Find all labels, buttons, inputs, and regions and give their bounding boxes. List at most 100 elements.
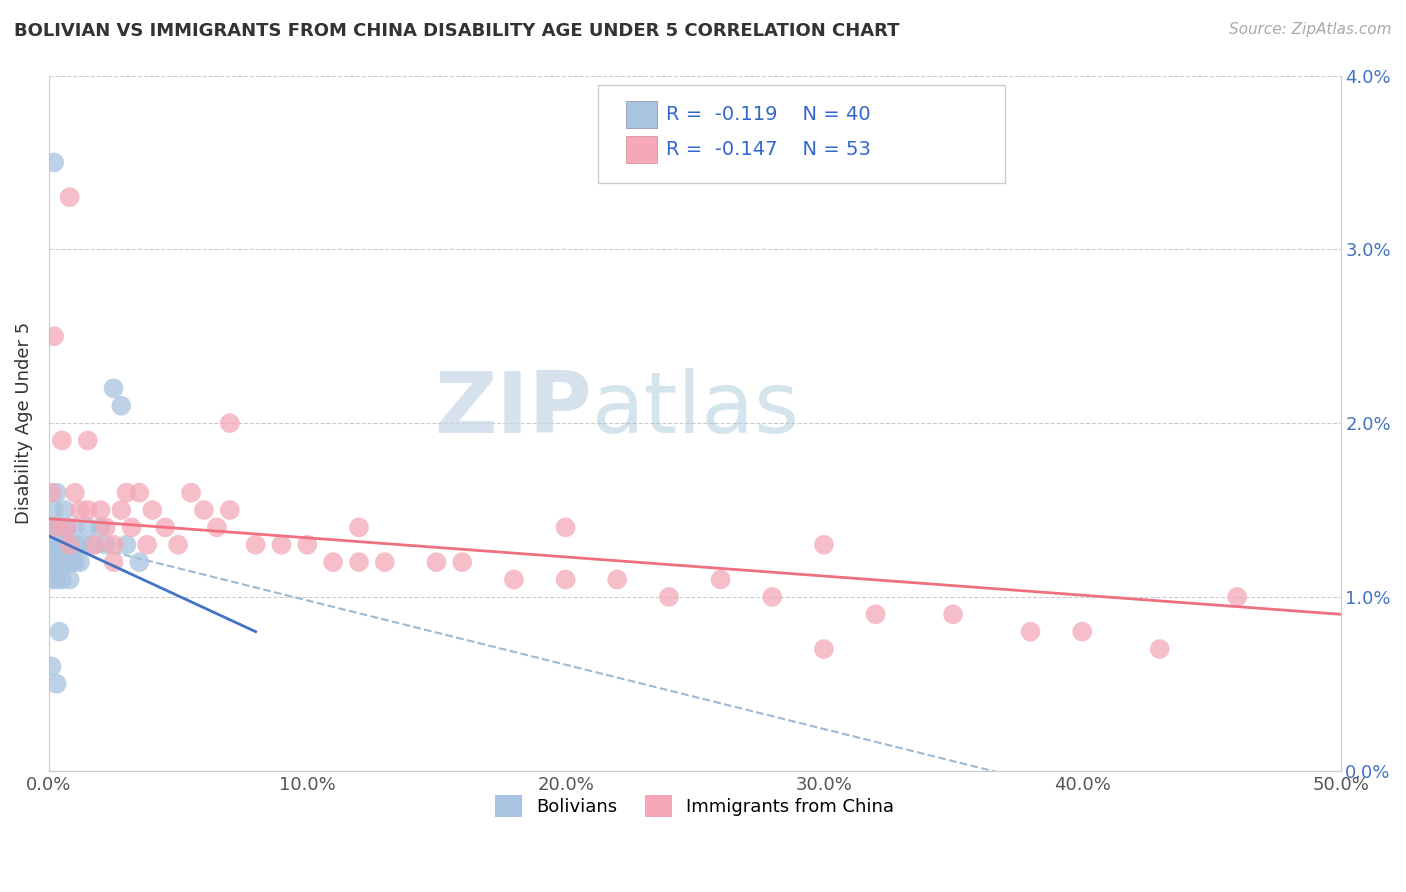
Text: R =  -0.119    N = 40: R = -0.119 N = 40	[666, 104, 872, 124]
Point	[53, 538, 76, 552]
Point	[48, 538, 70, 552]
Point	[41, 555, 63, 569]
Point	[51, 538, 73, 552]
Point	[66, 538, 89, 552]
Text: R =  -0.147    N = 53: R = -0.147 N = 53	[666, 140, 872, 160]
Point	[90, 503, 112, 517]
Point	[103, 381, 125, 395]
Point	[813, 538, 835, 552]
Point	[110, 399, 132, 413]
Point	[59, 538, 82, 552]
Legend: Bolivians, Immigrants from China: Bolivians, Immigrants from China	[488, 788, 901, 824]
Point	[45, 538, 67, 552]
Point	[63, 485, 86, 500]
Point	[48, 624, 70, 639]
Point	[41, 573, 63, 587]
Point	[103, 555, 125, 569]
Point	[59, 538, 82, 552]
Point	[942, 607, 965, 622]
Point	[297, 538, 319, 552]
Point	[69, 555, 91, 569]
Point	[51, 520, 73, 534]
Point	[45, 520, 67, 534]
Point	[374, 555, 396, 569]
Point	[63, 520, 86, 534]
Point	[425, 555, 447, 569]
Point	[110, 503, 132, 517]
Point	[51, 573, 73, 587]
Text: Source: ZipAtlas.com: Source: ZipAtlas.com	[1229, 22, 1392, 37]
Point	[41, 538, 63, 552]
Point	[193, 503, 215, 517]
Point	[56, 520, 79, 534]
Point	[44, 555, 66, 569]
Point	[270, 538, 292, 552]
Text: atlas: atlas	[592, 368, 800, 450]
Point	[48, 555, 70, 569]
Point	[94, 520, 117, 534]
Point	[322, 555, 344, 569]
Point	[503, 573, 526, 587]
Point	[813, 642, 835, 657]
Point	[155, 520, 177, 534]
Point	[167, 538, 190, 552]
Point	[45, 485, 67, 500]
Point	[44, 503, 66, 517]
Point	[1149, 642, 1171, 657]
Point	[76, 434, 98, 448]
Point	[709, 573, 731, 587]
Point	[53, 503, 76, 517]
Point	[136, 538, 159, 552]
Text: BOLIVIAN VS IMMIGRANTS FROM CHINA DISABILITY AGE UNDER 5 CORRELATION CHART: BOLIVIAN VS IMMIGRANTS FROM CHINA DISABI…	[14, 22, 900, 40]
Point	[45, 520, 67, 534]
Point	[60, 555, 83, 569]
Point	[245, 538, 267, 552]
Point	[59, 573, 82, 587]
Point	[44, 520, 66, 534]
Point	[69, 503, 91, 517]
Point	[347, 520, 370, 534]
Point	[41, 520, 63, 534]
Point	[44, 155, 66, 169]
Point	[180, 485, 202, 500]
Point	[121, 520, 143, 534]
Point	[76, 520, 98, 534]
Point	[554, 573, 576, 587]
Point	[865, 607, 887, 622]
Point	[218, 503, 240, 517]
Point	[218, 416, 240, 430]
Point	[128, 485, 150, 500]
Point	[45, 573, 67, 587]
Point	[103, 538, 125, 552]
Point	[72, 538, 94, 552]
Point	[44, 329, 66, 343]
Point	[554, 520, 576, 534]
Point	[347, 555, 370, 569]
Point	[76, 503, 98, 517]
Point	[115, 485, 138, 500]
Point	[41, 659, 63, 673]
Point	[94, 538, 117, 552]
Point	[1071, 624, 1094, 639]
Y-axis label: Disability Age Under 5: Disability Age Under 5	[15, 322, 32, 524]
Point	[1019, 624, 1042, 639]
Point	[761, 590, 783, 604]
Point	[84, 538, 107, 552]
Point	[56, 555, 79, 569]
Point	[82, 538, 104, 552]
Point	[41, 485, 63, 500]
Point	[141, 503, 163, 517]
Point	[658, 590, 681, 604]
Point	[59, 190, 82, 204]
Point	[90, 520, 112, 534]
Point	[63, 555, 86, 569]
Point	[205, 520, 228, 534]
Point	[115, 538, 138, 552]
Point	[128, 555, 150, 569]
Point	[1226, 590, 1249, 604]
Text: ZIP: ZIP	[433, 368, 592, 450]
Point	[56, 520, 79, 534]
Point	[51, 434, 73, 448]
Point	[451, 555, 474, 569]
Point	[606, 573, 628, 587]
